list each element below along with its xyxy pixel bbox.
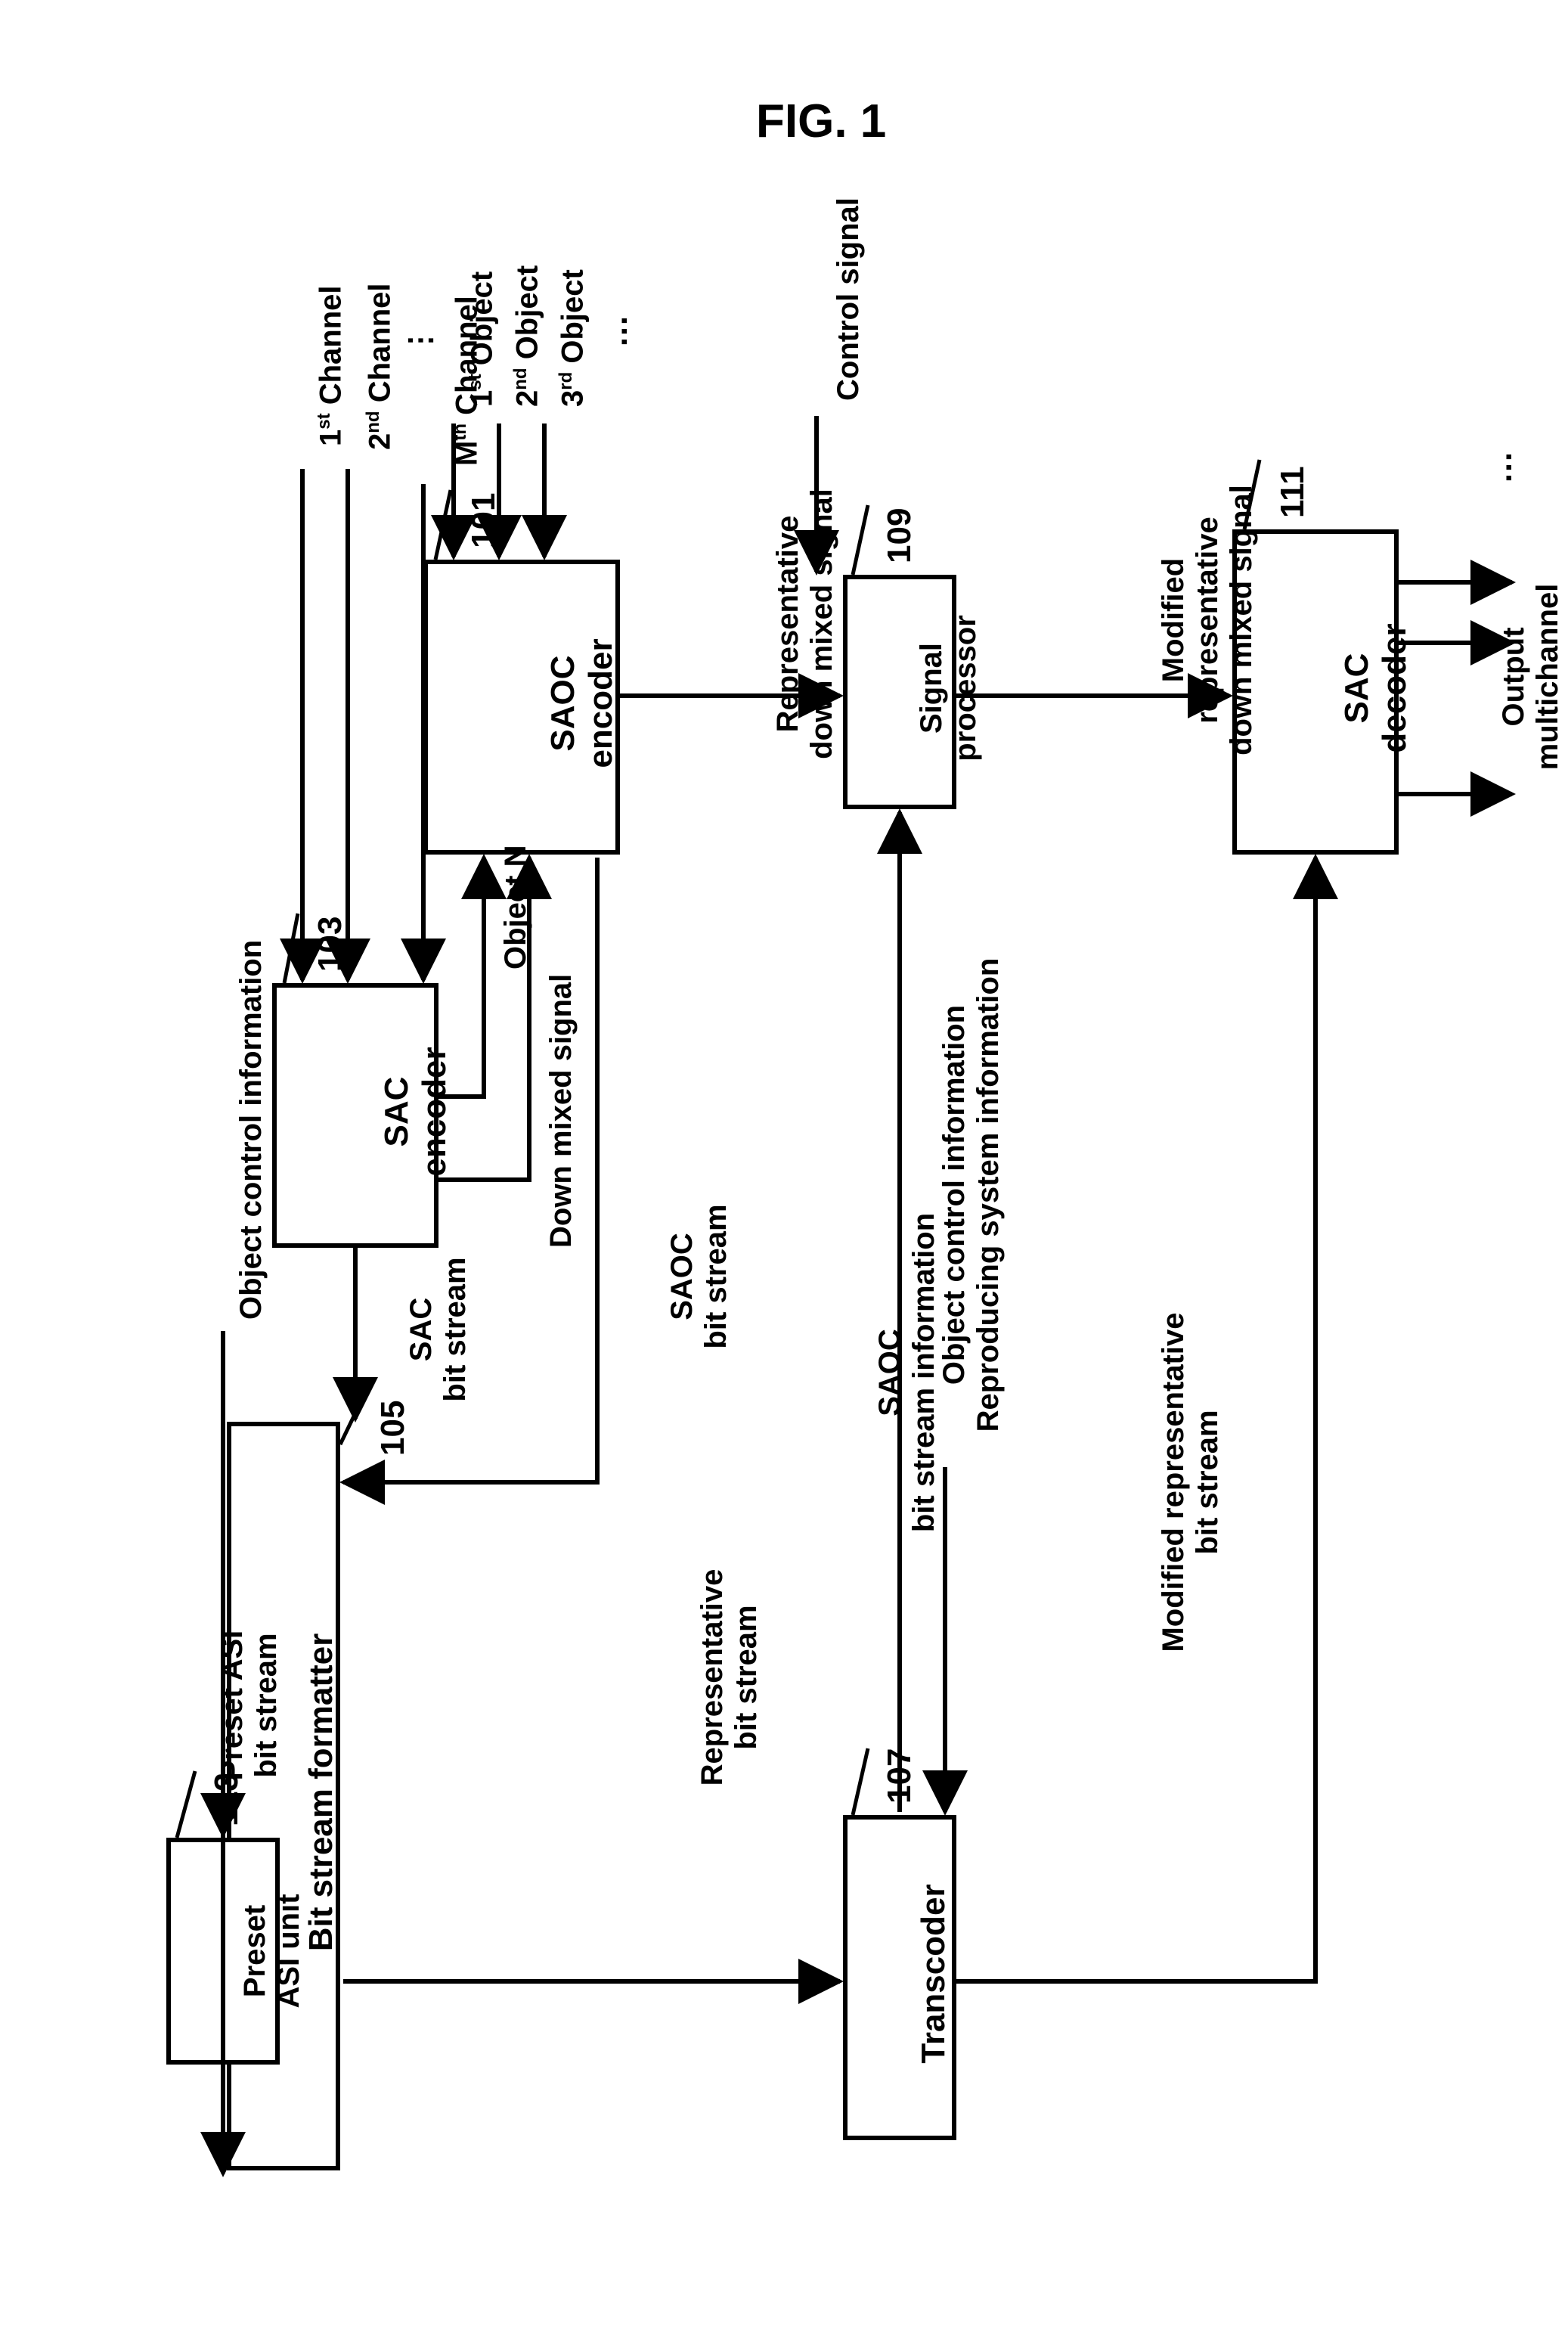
arrow-saoc-fmt: [343, 858, 597, 1482]
arrow-sac-to-saoc-objN: [438, 858, 484, 1097]
figure-canvas: FIG. 1 SAOCencoder SACencoder Bit stream…: [0, 0, 1568, 2330]
arrows-svg: [0, 0, 1568, 2330]
arrow-trans-dec: [956, 858, 1315, 1981]
